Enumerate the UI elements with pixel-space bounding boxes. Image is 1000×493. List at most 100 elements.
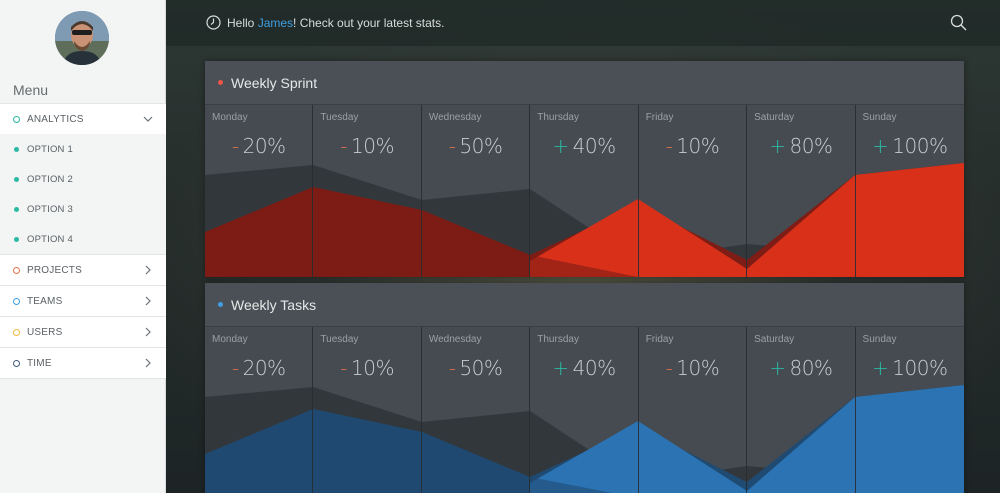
greeting-text: Hello James! Check out your latest stats…: [227, 16, 444, 30]
clock-icon: [206, 15, 221, 30]
day-name: Wednesday: [428, 112, 482, 123]
day-column[interactable]: Sunday +100%: [856, 327, 964, 493]
percent-value: 20%: [242, 134, 286, 158]
option-dot-icon: [14, 237, 19, 242]
panel-chart: Monday -20% Tuesday -10% Wednesday -50% Thu…: [205, 105, 964, 277]
panel-dot-icon: [218, 80, 223, 85]
percent-value: 10%: [676, 134, 720, 158]
chevron-down-icon: [143, 116, 153, 122]
submenu-option-1[interactable]: OPTION 1: [0, 134, 166, 164]
day-column[interactable]: Saturday +80%: [747, 327, 856, 493]
menu-item-teams[interactable]: TEAMS: [0, 285, 166, 316]
teams-ring-icon: [13, 298, 20, 305]
day-column[interactable]: Sunday +100%: [856, 105, 964, 277]
percent-value: 80%: [789, 134, 833, 158]
mid-area: [205, 410, 613, 493]
day-value: +40%: [530, 134, 637, 158]
day-column[interactable]: Friday -10%: [639, 327, 748, 493]
day-column[interactable]: Friday -10%: [639, 105, 748, 277]
day-value: -20%: [205, 356, 312, 380]
user-name[interactable]: James: [257, 16, 294, 30]
day-value: -10%: [313, 356, 420, 380]
sign-icon: -: [448, 134, 456, 158]
day-value: +100%: [856, 356, 964, 380]
day-column[interactable]: Wednesday -50%: [422, 105, 531, 277]
day-name: Sunday: [862, 334, 897, 345]
day-name: Sunday: [862, 112, 897, 123]
search-icon[interactable]: [950, 14, 967, 31]
submenu-label: OPTION 2: [27, 173, 73, 185]
percent-value: 100%: [892, 356, 948, 380]
analytics-ring-icon: [13, 116, 20, 123]
sidebar: Menu ANALYTICS OPTION 1 OPTION 2 OPTION …: [0, 0, 166, 493]
day-value: -20%: [205, 134, 312, 158]
sign-icon: +: [769, 356, 786, 380]
sign-icon: +: [769, 134, 786, 158]
day-column[interactable]: Tuesday -10%: [313, 327, 422, 493]
option-dot-icon: [14, 147, 19, 152]
sign-icon: -: [340, 356, 348, 380]
day-name: Monday: [212, 334, 248, 345]
sign-icon: +: [552, 134, 569, 158]
day-column[interactable]: Thursday +40%: [530, 327, 639, 493]
day-column[interactable]: Tuesday -10%: [313, 105, 422, 277]
weekly-sprint-panel: Weekly Sprint Monday -20% Tuesday -10% Wed…: [205, 61, 964, 277]
day-column[interactable]: Saturday +80%: [747, 105, 856, 277]
day-columns: Monday -20% Tuesday -10% Wednesday -50% Thu…: [205, 105, 964, 277]
day-name: Saturday: [754, 112, 795, 123]
users-ring-icon: [13, 329, 20, 336]
sign-icon: +: [872, 356, 889, 380]
panel-dot-icon: [218, 302, 223, 307]
time-ring-icon: [13, 360, 20, 367]
greeting-suffix: ! Check out your latest stats.: [293, 16, 445, 30]
sign-icon: -: [665, 134, 673, 158]
day-column[interactable]: Thursday +40%: [530, 105, 639, 277]
sign-icon: -: [665, 356, 673, 380]
panel-header: Weekly Tasks: [205, 283, 964, 327]
day-name: Thursday: [537, 334, 579, 345]
projects-ring-icon: [13, 267, 20, 274]
panel-title: Weekly Sprint: [231, 75, 318, 91]
sign-icon: -: [340, 134, 348, 158]
day-column[interactable]: Wednesday -50%: [422, 327, 531, 493]
submenu-option-4[interactable]: OPTION 4: [0, 224, 166, 254]
chevron-right-icon: [145, 296, 151, 306]
menu-item-projects[interactable]: PROJECTS: [0, 254, 166, 285]
day-name: Tuesday: [320, 334, 359, 345]
sign-icon: -: [231, 134, 239, 158]
percent-value: 10%: [676, 356, 720, 380]
percent-value: 10%: [351, 134, 394, 158]
panel-title: Weekly Tasks: [231, 297, 317, 313]
day-columns: Monday -20% Tuesday -10% Wednesday -50% Thu…: [205, 327, 964, 493]
menu-item-analytics[interactable]: ANALYTICS: [0, 103, 166, 134]
submenu-option-2[interactable]: OPTION 2: [0, 164, 166, 194]
day-name: Tuesday: [320, 112, 359, 123]
percent-value: 80%: [789, 356, 833, 380]
top-bar: Hello James! Check out your latest stats…: [166, 0, 1000, 46]
day-value: +80%: [747, 134, 854, 158]
greeting-prefix: Hello: [227, 16, 258, 30]
menu-item-label: TEAMS: [27, 295, 63, 307]
day-name: Friday: [645, 112, 674, 123]
percent-value: 50%: [459, 134, 503, 158]
submenu-option-3[interactable]: OPTION 3: [0, 194, 166, 224]
percent-value: 40%: [572, 134, 616, 158]
day-name: Wednesday: [428, 334, 482, 345]
day-name: Thursday: [537, 112, 579, 123]
day-column[interactable]: Monday -20%: [205, 105, 314, 277]
menu-item-users[interactable]: USERS: [0, 316, 166, 347]
menu-list: ANALYTICS OPTION 1 OPTION 2 OPTION 3 OPT…: [0, 103, 166, 379]
avatar[interactable]: [55, 11, 109, 65]
day-value: +80%: [747, 356, 854, 380]
day-value: -50%: [422, 134, 529, 158]
day-value: -50%: [422, 356, 529, 380]
day-column[interactable]: Monday -20%: [205, 327, 314, 493]
submenu-label: OPTION 1: [27, 143, 73, 155]
percent-value: 10%: [351, 356, 394, 380]
day-name: Saturday: [754, 334, 795, 345]
chevron-right-icon: [145, 327, 151, 337]
menu-item-time[interactable]: TIME: [0, 347, 166, 378]
option-dot-icon: [14, 207, 19, 212]
day-name: Friday: [645, 334, 674, 345]
sign-icon: +: [872, 134, 889, 158]
